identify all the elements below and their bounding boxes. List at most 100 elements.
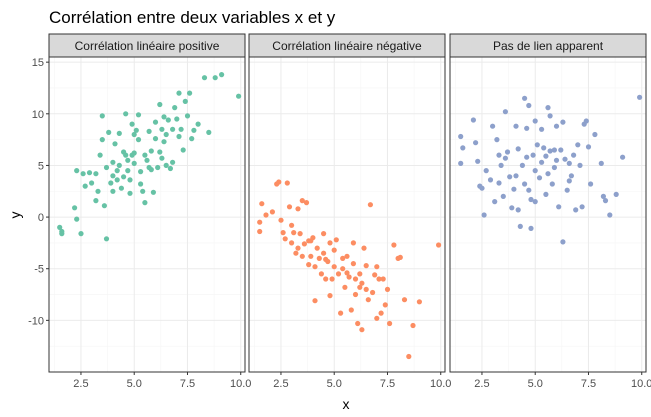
data-point [571, 152, 577, 158]
y-tick-label: 5 [38, 160, 44, 172]
data-point [475, 158, 481, 164]
data-point [257, 219, 263, 225]
data-point [74, 216, 80, 222]
facet-panels: Corrélation linéaire positive 2.5 5.0 7.5 10… [28, 33, 651, 390]
data-point [306, 262, 312, 268]
x-tick-label: 2.5 [474, 378, 489, 390]
data-point [295, 245, 301, 251]
data-point [583, 118, 589, 124]
data-point [184, 113, 191, 119]
data-point [359, 280, 365, 286]
data-point [528, 225, 534, 231]
data-point [494, 137, 500, 143]
data-point [522, 95, 528, 101]
data-point [357, 271, 363, 277]
data-point [201, 75, 208, 81]
x-tick-label: 10.0 [430, 378, 451, 390]
data-point [357, 284, 363, 290]
data-point [219, 72, 225, 78]
data-point [278, 217, 284, 223]
facet-strip-label: Corrélation linéaire positive [75, 39, 220, 53]
data-point [121, 174, 127, 180]
data-point [127, 177, 133, 183]
data-point [588, 181, 594, 187]
data-point [123, 111, 129, 117]
data-point [367, 202, 373, 208]
data-point [549, 181, 555, 187]
x-tick-label: 10.0 [230, 378, 251, 390]
data-point [370, 289, 376, 296]
data-point [500, 193, 506, 199]
data-point [112, 141, 118, 147]
data-point [607, 212, 613, 218]
x-tick-label: 5.0 [327, 378, 342, 390]
data-point [93, 171, 99, 177]
data-point [338, 310, 344, 316]
data-point [263, 212, 269, 218]
data-point [269, 209, 275, 215]
data-point [106, 129, 112, 135]
data-point [348, 307, 354, 313]
data-point [361, 245, 367, 251]
data-point [564, 187, 570, 193]
data-point [539, 159, 545, 165]
data-point [159, 126, 165, 132]
data-point [637, 94, 643, 100]
data-point [110, 159, 116, 165]
data-point [167, 165, 173, 172]
data-point [600, 193, 607, 199]
data-point [524, 125, 530, 131]
data-point [515, 207, 521, 213]
data-point [259, 201, 265, 207]
data-point [318, 271, 324, 277]
data-point [492, 199, 498, 205]
data-point [460, 145, 466, 151]
data-point [524, 154, 530, 160]
data-point [187, 90, 193, 96]
y-tick-label: 15 [32, 57, 44, 69]
data-point [174, 116, 180, 122]
data-point [331, 264, 337, 270]
data-point [301, 241, 307, 247]
data-point [384, 286, 391, 292]
facet-strip-label: Corrélation linéaire négative [272, 39, 422, 53]
data-point [80, 171, 86, 177]
data-point [344, 270, 350, 276]
data-point [308, 238, 314, 244]
data-point [163, 131, 169, 138]
data-point [406, 353, 412, 360]
data-point [526, 102, 532, 109]
data-point [436, 242, 442, 248]
y-tick-label: 0 [38, 212, 44, 224]
data-point [78, 231, 84, 237]
data-point [157, 101, 163, 108]
data-point [534, 142, 540, 148]
data-point [532, 168, 538, 174]
data-point [152, 119, 159, 125]
data-point [539, 126, 545, 132]
data-point [280, 230, 286, 236]
data-point [299, 253, 305, 259]
y-axis-label: y [7, 212, 23, 219]
data-point [490, 123, 496, 129]
data-point [59, 231, 65, 237]
data-point [541, 145, 547, 151]
data-point [178, 126, 184, 132]
data-point [562, 156, 568, 162]
data-point [108, 180, 114, 186]
data-point [152, 136, 159, 142]
data-point [316, 255, 322, 261]
data-point [340, 255, 346, 261]
data-point [511, 186, 517, 192]
data-point [131, 160, 137, 166]
data-point [502, 109, 508, 115]
data-point [308, 253, 314, 259]
data-point [487, 177, 494, 183]
data-point [93, 198, 99, 204]
data-point [502, 155, 508, 161]
data-point [138, 169, 144, 175]
data-point [513, 123, 519, 129]
facet-panel-3: Pas de lien apparent 2.5 5.0 7.5 10.0 [449, 33, 651, 390]
data-point [498, 162, 504, 168]
